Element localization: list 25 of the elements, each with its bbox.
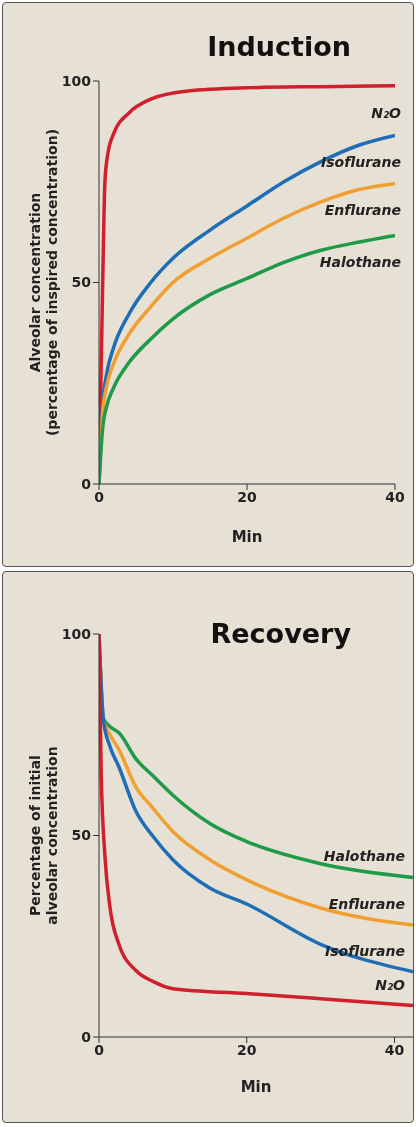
y-axis-title: Alveolar concentration (percentage of inspired concentration) [27,128,60,437]
series-label: Enflurane [328,895,405,912]
x-axis-title: Min [240,1078,272,1096]
x-tick-label: 0 [94,1041,105,1058]
y-tick-label: 0 [81,1028,92,1045]
x-axis-title: Min [231,528,263,546]
x-tick-label: 0 [94,488,105,505]
series-label: Isoflurane [321,154,401,171]
y-axis-title: Percentage of initial alveolar concentration [27,746,60,925]
y-tick-label: 50 [71,274,92,291]
series-label: Enflurane [324,202,401,219]
series-label: Halothane [319,254,401,271]
chart-title: Recovery [210,618,351,649]
x-tick-label: 40 [384,1041,405,1058]
series-label: Halothane [323,848,405,865]
x-tick-label: 20 [237,488,257,505]
y-tick-label: 50 [71,827,92,844]
series-label: N₂O [371,104,402,121]
x-tick-label: 20 [237,1041,257,1058]
y-tick-label: 100 [61,625,92,642]
chart-title: Induction [207,31,351,62]
series-label: N₂O [375,976,406,993]
x-tick-label: 40 [385,488,405,505]
y-tick-label: 0 [81,475,92,492]
y-tick-label: 100 [61,72,92,89]
